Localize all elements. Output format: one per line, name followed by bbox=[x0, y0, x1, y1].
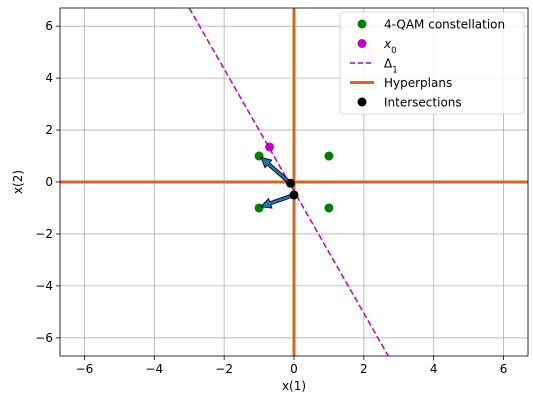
x-tick-label: 4 bbox=[430, 362, 438, 376]
legend-marker bbox=[357, 97, 367, 107]
constellation-point bbox=[324, 203, 334, 213]
intersection-point bbox=[286, 178, 296, 188]
x-tick-label: 0 bbox=[290, 362, 298, 376]
legend-label: Hyperplans bbox=[384, 76, 452, 90]
legend-item: Intersections bbox=[357, 96, 462, 110]
legend-label: Δ1 bbox=[384, 57, 398, 76]
intersection-point bbox=[289, 190, 299, 200]
x-tick-label: −4 bbox=[145, 362, 163, 376]
constellation-point bbox=[324, 151, 334, 161]
legend-item: Δ1 bbox=[350, 57, 398, 76]
legend-label: Intersections bbox=[384, 96, 462, 110]
y-tick-label: 4 bbox=[45, 71, 53, 85]
x-axis-label: x(1) bbox=[282, 379, 306, 393]
legend-box bbox=[339, 11, 525, 115]
legend-item: 4-QAM constellation bbox=[357, 18, 505, 32]
legend-label: x0 bbox=[383, 37, 397, 56]
legend-label: 4-QAM constellation bbox=[384, 18, 505, 32]
y-tick-label: −2 bbox=[35, 227, 53, 241]
legend-marker bbox=[357, 39, 367, 48]
legend-item: x0 bbox=[357, 37, 397, 56]
y-tick-label: 2 bbox=[45, 123, 53, 137]
legend-marker bbox=[357, 19, 367, 29]
projection-arrow bbox=[259, 192, 296, 209]
x-tick-label: 2 bbox=[360, 362, 368, 376]
y-tick-label: −4 bbox=[35, 279, 53, 293]
axis-ticks: −6 −4 −2 0 2 4 6 −6 −4 −2 0 2 4 6 bbox=[35, 19, 507, 376]
x-tick-label: 6 bbox=[500, 362, 508, 376]
x-tick-label: −2 bbox=[215, 362, 233, 376]
y-axis-label: x(2) bbox=[11, 170, 25, 194]
y-tick-label: −6 bbox=[35, 331, 53, 345]
x-tick-label: −6 bbox=[76, 362, 94, 376]
projection-arrow bbox=[260, 156, 293, 186]
plot-area bbox=[60, 8, 528, 356]
y-tick-label: 0 bbox=[45, 175, 53, 189]
x0-point bbox=[265, 142, 275, 152]
y-tick-label: 6 bbox=[45, 19, 53, 33]
legend-item: Hyperplans bbox=[350, 76, 452, 90]
